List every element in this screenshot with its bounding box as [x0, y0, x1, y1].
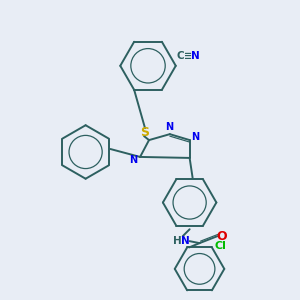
Text: N: N	[129, 155, 137, 165]
Text: N: N	[191, 132, 200, 142]
Text: N: N	[190, 51, 200, 61]
Text: H: H	[173, 236, 182, 246]
Text: ≡: ≡	[184, 51, 192, 61]
Text: O: O	[216, 230, 226, 243]
Text: N: N	[181, 236, 190, 246]
Text: S: S	[140, 126, 149, 139]
Text: Cl: Cl	[215, 242, 227, 251]
Text: C: C	[177, 51, 184, 61]
Text: N: N	[165, 122, 173, 132]
